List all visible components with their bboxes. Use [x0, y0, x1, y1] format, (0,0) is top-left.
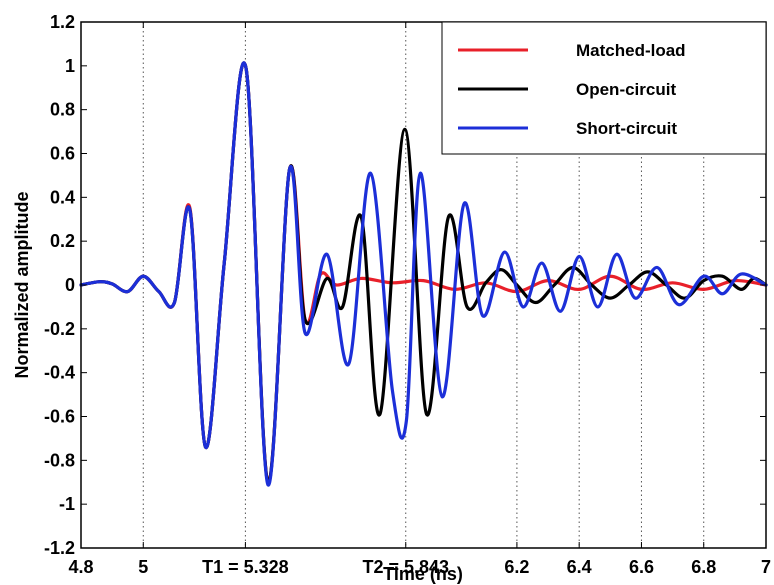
x-tick-label: 6.4 — [567, 557, 592, 577]
x-tick-label: 5 — [138, 557, 148, 577]
x-tick-label: 6.8 — [691, 557, 716, 577]
y-tick-labels: 1.2 1 0.8 0.6 0.4 0.2 0 -0.2 -0.4 -0.6 -0.8 -1 -1.2 — [44, 12, 75, 558]
y-tick-label: -0.2 — [44, 319, 75, 339]
x-tick-labels: 4.8 5 T1 = 5.328 T2 = 5.843 6.2 6.4 6.6 6.8 7 — [68, 557, 771, 577]
y-tick-label: -0.6 — [44, 407, 75, 427]
y-tick-label: 0.8 — [50, 100, 75, 120]
legend-label-short-circuit: Short-circuit — [576, 119, 677, 138]
y-tick-label: 0.6 — [50, 144, 75, 164]
x-tick-label: 6.2 — [504, 557, 529, 577]
y-tick-label: 1.2 — [50, 12, 75, 32]
series-lines — [79, 61, 768, 487]
x-tick-label: 6.6 — [629, 557, 654, 577]
y-tick-label: 0.4 — [50, 187, 75, 207]
x-tick-label: T2 = 5.843 — [362, 557, 449, 577]
y-tick-label: -1.2 — [44, 538, 75, 558]
legend-label-open-circuit: Open-circuit — [576, 80, 676, 99]
y-tick-label: 0 — [65, 275, 75, 295]
series-line-short-circuit — [79, 61, 768, 487]
y-tick-label: -0.8 — [44, 450, 75, 470]
y-tick-label: -1 — [59, 494, 75, 514]
legend-label-matched-load: Matched-load — [576, 41, 686, 60]
x-tick-label: T1 = 5.328 — [202, 557, 289, 577]
y-tick-label: 0.2 — [50, 231, 75, 251]
legend: Matched-load Open-circuit Short-circuit — [441, 21, 767, 155]
y-tick-label: -0.4 — [44, 363, 75, 383]
y-axis-title: Normalized amplitude — [12, 191, 32, 378]
x-tick-label: 4.8 — [68, 557, 93, 577]
y-tick-label: 1 — [65, 56, 75, 76]
x-axis-title: Time (ns) — [383, 564, 463, 584]
x-tick-label: 7 — [761, 557, 771, 577]
